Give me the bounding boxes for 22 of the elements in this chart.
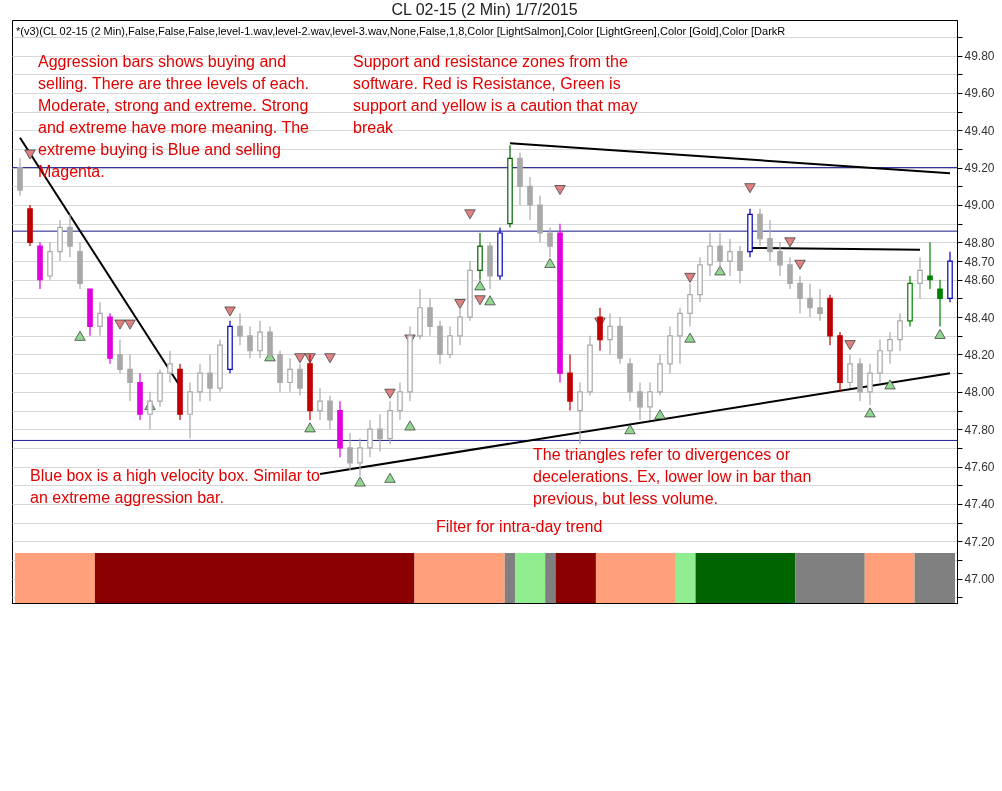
y-tick-label: 49.60 <box>964 86 995 101</box>
y-tick-label: 49.00 <box>964 198 995 213</box>
y-tick-label: 47.60 <box>964 460 995 475</box>
y-tick-label: 48.70 <box>964 254 995 269</box>
y-tick-label: 47.40 <box>964 497 995 512</box>
y-tick-label: 48.00 <box>964 385 995 400</box>
y-tick-label: 49.80 <box>964 49 995 63</box>
annotation: Support and resistance zones from the software. Red is Resistance, Green is support and yellow is a caution that may break <box>353 53 638 136</box>
annotation: The triangles refer to divergences or decelerations. Ex, lower low in bar than previous, but less volume. <box>533 446 812 507</box>
y-tick-label: 48.20 <box>964 347 995 362</box>
y-tick-label: 47.00 <box>964 572 995 587</box>
y-tick-label: 48.60 <box>964 273 995 288</box>
y-tick-label: 47.20 <box>964 534 995 549</box>
y-tick-label: 47.80 <box>964 422 995 437</box>
chart-title: CL 02-15 (2 Min) 1/7/2015 <box>391 1 578 18</box>
y-tick-label: 48.40 <box>964 310 995 325</box>
y-tick-label: 48.80 <box>964 235 995 250</box>
y-tick-label: 49.40 <box>964 123 995 138</box>
annotation: Filter for intra-day trend <box>436 518 603 535</box>
y-tick-label: 49.20 <box>964 161 995 176</box>
annotation: Blue box is a high velocity box. Similar to an extreme aggression bar. <box>30 467 321 506</box>
annotation: *(v3)(CL 02-15 (2 Min),False,False,False,level-1.wav,level-2.wav,level-3.wav,None,False,1,8,Color [LightSalmon],Color [LightGreen],Color [Gold],Color [DarkR <box>16 25 786 37</box>
